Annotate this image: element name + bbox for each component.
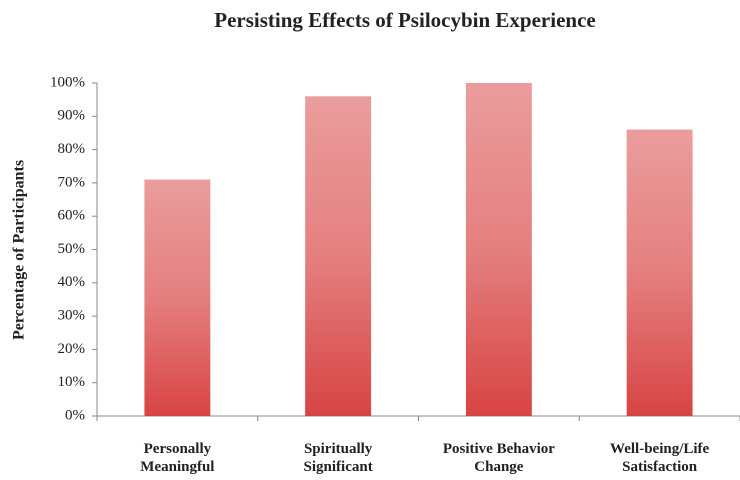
y-tick-label: 0% [65,407,85,423]
bar [626,129,693,416]
x-tick-label: Positive Behavior Change [442,441,555,475]
y-tick-label: 40% [58,274,86,290]
bar [305,96,372,416]
y-tick-label: 100% [50,74,85,90]
x-tick-label: Well-being/Life Satisfaction [610,441,710,475]
y-tick-label: 80% [58,141,86,157]
bar [465,83,532,416]
y-tick-label: 60% [58,208,86,224]
x-tick-label: Spiritually Significant [303,441,373,475]
x-tick-label: Personally Meaningful [140,441,215,475]
y-tick-label: 90% [58,108,86,124]
y-tick-label: 20% [58,341,86,357]
y-tick-label: 70% [58,174,86,190]
y-tick-label: 30% [58,308,86,324]
y-axis-label: Percentage of Participants [11,160,28,340]
bar [144,179,211,416]
y-tick-label: 10% [58,374,86,390]
chart-title: Persisting Effects of Psilocybin Experie… [214,8,595,32]
y-tick-label: 50% [58,241,86,257]
